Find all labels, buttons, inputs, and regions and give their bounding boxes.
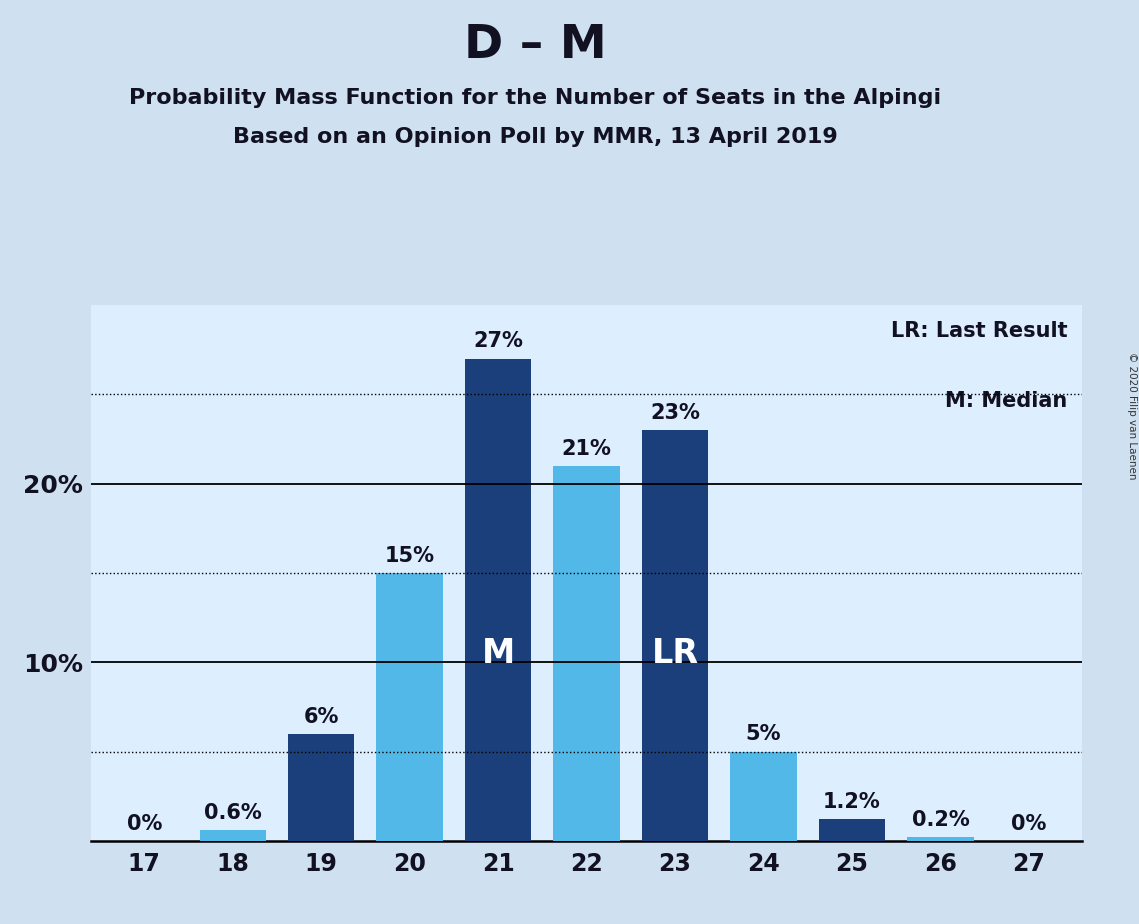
Bar [199,830,265,841]
Bar [377,573,443,841]
Bar [908,837,974,841]
Bar [288,734,354,841]
Bar [730,751,796,841]
Bar [819,820,885,841]
Text: LR: LR [652,637,698,670]
Text: 21%: 21% [562,439,612,458]
Text: 23%: 23% [650,403,700,423]
Text: 0.6%: 0.6% [204,803,262,823]
Bar [465,359,531,841]
Text: Probability Mass Function for the Number of Seats in the Alpingi: Probability Mass Function for the Number… [129,88,942,108]
Text: 1.2%: 1.2% [823,792,880,812]
Text: LR: Last Result: LR: Last Result [891,321,1067,341]
Text: M: M [482,637,515,670]
Text: 15%: 15% [385,546,435,565]
Bar [642,430,708,841]
Text: D – M: D – M [464,23,607,68]
Text: 6%: 6% [303,707,338,726]
Text: 5%: 5% [746,724,781,745]
Text: M: Median: M: Median [945,391,1067,410]
Text: © 2020 Filip van Laenen: © 2020 Filip van Laenen [1126,352,1137,480]
Text: Based on an Opinion Poll by MMR, 13 April 2019: Based on an Opinion Poll by MMR, 13 Apri… [233,127,837,147]
Text: 0%: 0% [126,814,162,833]
Text: 0%: 0% [1011,814,1047,833]
Bar [554,466,620,841]
Text: 27%: 27% [473,332,523,351]
Text: 0.2%: 0.2% [911,810,969,830]
